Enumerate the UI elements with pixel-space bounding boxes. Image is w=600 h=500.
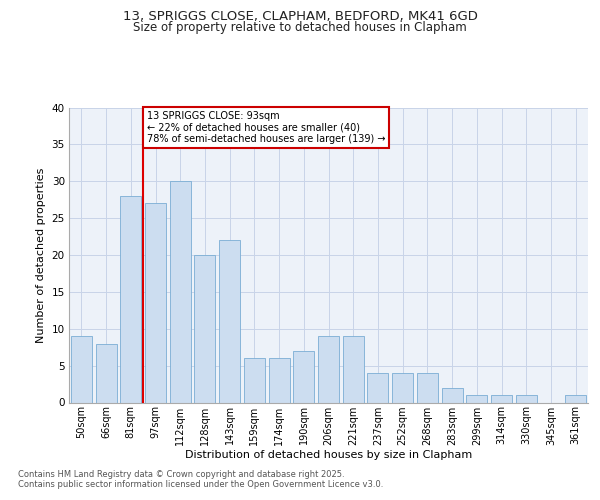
Bar (145, 204, 166, 402)
Bar (71, 336, 92, 402)
Bar (95, 344, 116, 402)
Bar (343, 336, 364, 402)
Bar (442, 388, 463, 402)
Bar (466, 395, 487, 402)
Text: Size of property relative to detached houses in Clapham: Size of property relative to detached ho… (133, 21, 467, 34)
Bar (565, 395, 586, 402)
Bar (417, 373, 438, 402)
Y-axis label: Number of detached properties: Number of detached properties (36, 168, 46, 342)
Bar (367, 373, 388, 402)
Text: Contains HM Land Registry data © Crown copyright and database right 2025.
Contai: Contains HM Land Registry data © Crown c… (18, 470, 383, 490)
X-axis label: Distribution of detached houses by size in Clapham: Distribution of detached houses by size … (185, 450, 472, 460)
Bar (491, 395, 512, 402)
Bar (318, 336, 339, 402)
Bar (269, 358, 290, 403)
Bar (392, 373, 413, 402)
Text: 13 SPRIGGS CLOSE: 93sqm
← 22% of detached houses are smaller (40)
78% of semi-de: 13 SPRIGGS CLOSE: 93sqm ← 22% of detache… (147, 111, 385, 144)
Bar (219, 240, 240, 402)
Text: 13, SPRIGGS CLOSE, CLAPHAM, BEDFORD, MK41 6GD: 13, SPRIGGS CLOSE, CLAPHAM, BEDFORD, MK4… (122, 10, 478, 23)
Bar (516, 395, 537, 402)
Bar (120, 196, 141, 402)
Bar (293, 351, 314, 403)
Bar (170, 181, 191, 402)
Bar (194, 255, 215, 402)
Bar (244, 358, 265, 403)
